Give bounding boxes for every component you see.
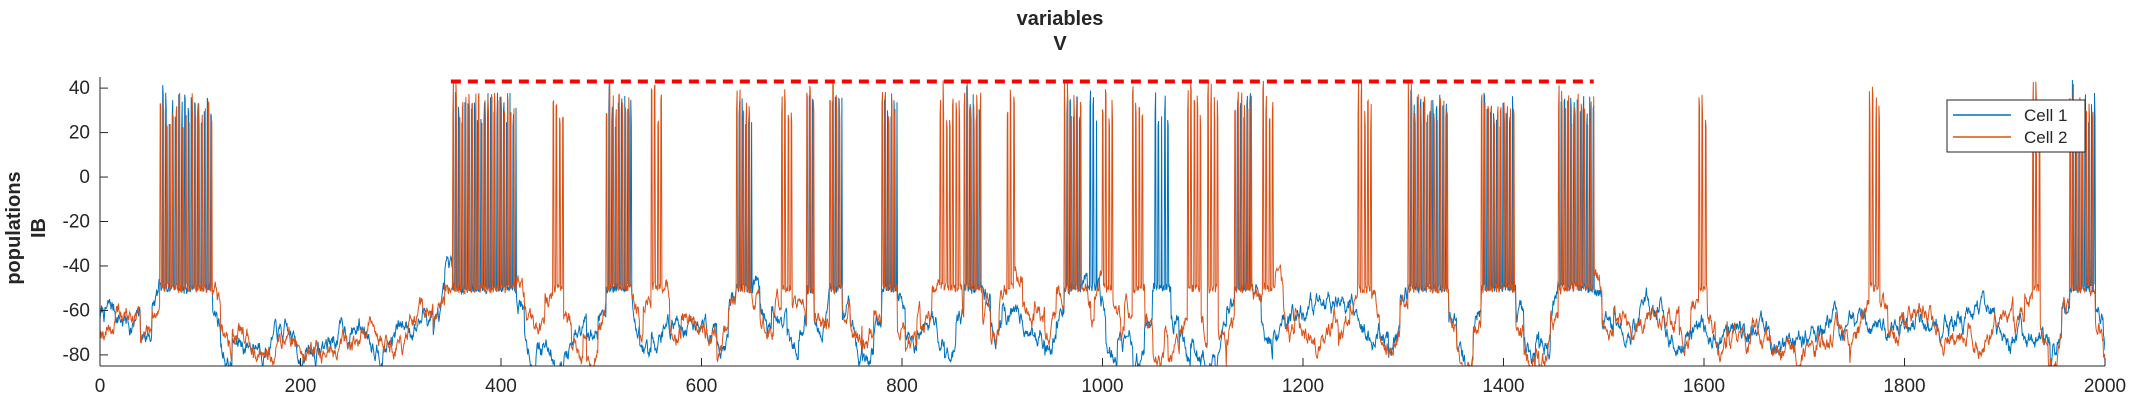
legend-label-cell-1: Cell 1 [2024,106,2067,125]
axes: 0 200 400 600 800 1000 1200 1400 1600 1800 2000-80… [63,77,2126,397]
legend: Cell 1 Cell 2 [1946,99,2086,153]
y-axis-label-line-2: IB [28,218,50,238]
y-tick-label: 0 [79,167,90,188]
chart-title-line-2: V [1053,33,1067,55]
y-tick-label: -80 [63,345,90,366]
x-tick-label: 200 [285,376,317,397]
y-tick-label: -20 [63,212,90,233]
x-tick-label: 1000 [1081,376,1123,397]
y-axis-label-line-1: populations [3,171,25,284]
x-tick-label: 1200 [1282,376,1324,397]
x-tick-label: 600 [686,376,718,397]
x-tick-label: 0 [95,376,106,397]
x-tick-label: 1800 [1883,376,1925,397]
legend-label-cell-2: Cell 2 [2024,128,2067,147]
chart-title-line-1: variables [1017,8,1104,30]
y-tick-label: 40 [69,78,90,99]
y-tick-label: 20 [69,123,90,144]
series-line-cell-1 [100,79,2105,366]
series-line-cell-2 [100,79,2105,366]
x-tick-label: 800 [886,376,918,397]
x-tick-label: 400 [485,376,517,397]
x-tick-label: 2000 [2084,376,2126,397]
x-tick-label: 1400 [1482,376,1524,397]
legend-box [1946,99,2086,153]
y-tick-label: -40 [63,256,90,277]
plot-area [100,79,2105,366]
x-tick-label: 1600 [1683,376,1725,397]
y-tick-label: -60 [63,300,90,321]
